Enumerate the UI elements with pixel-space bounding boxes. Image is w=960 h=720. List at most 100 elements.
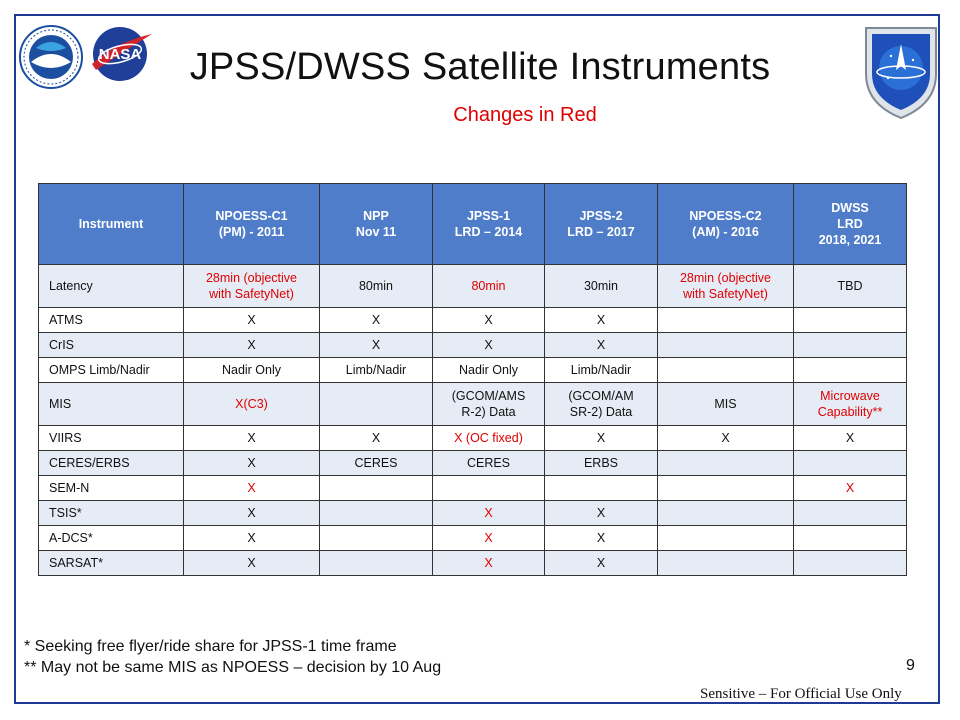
table-cell: X (433, 333, 545, 358)
cell-text: Nadir Only (188, 362, 315, 378)
table-row: CERES/ERBS X CERES CERES ERBS (39, 451, 907, 476)
table-cell (320, 501, 433, 526)
table-cell: X (184, 426, 320, 451)
table-cell: X (184, 476, 320, 501)
cell-text: X (188, 480, 315, 496)
cell-text: X (324, 430, 428, 446)
cell-text: X(C3) (188, 396, 315, 412)
footnote: ** May not be same MIS as NPOESS – decis… (24, 657, 441, 678)
cell-text: X (188, 455, 315, 471)
table-cell: Nadir Only (184, 358, 320, 383)
table-cell: X (320, 308, 433, 333)
column-header: Instrument (39, 184, 184, 265)
cell-text: X (549, 555, 653, 571)
table-cell (794, 358, 907, 383)
table-cell (794, 526, 907, 551)
instrument-name: CERES/ERBS (39, 451, 184, 476)
cell-text: X (437, 312, 540, 328)
table-cell: X (545, 526, 658, 551)
column-header-line: NPP (324, 208, 428, 224)
table-cell (658, 308, 794, 333)
column-header-line: DWSS (798, 200, 902, 216)
column-header-line: NPOESS-C2 (662, 208, 789, 224)
table-row: VIIRS X X X (OC fixed) X X X (39, 426, 907, 451)
table-cell (658, 551, 794, 576)
cell-text: Capability** (798, 404, 902, 420)
table-cell: Nadir Only (433, 358, 545, 383)
table-cell (320, 551, 433, 576)
table-cell (794, 501, 907, 526)
table-cell: X(C3) (184, 383, 320, 426)
cell-text: 28min (objective (188, 270, 315, 286)
table-row: MIS X(C3) (GCOM/AMS R-2) Data (GCOM/AM SR-2) … (39, 383, 907, 426)
column-header-line: JPSS-2 (549, 208, 653, 224)
cell-text: 30min (549, 278, 653, 294)
table-cell (794, 308, 907, 333)
column-header-line: LRD – 2014 (437, 224, 540, 240)
table-cell: Limb/Nadir (545, 358, 658, 383)
column-header: NPP Nov 11 (320, 184, 433, 265)
cell-text: X (798, 480, 902, 496)
cell-text: X (437, 555, 540, 571)
table-cell: X (545, 426, 658, 451)
cell-text: X (549, 337, 653, 353)
cell-text: Microwave (798, 388, 902, 404)
instrument-name: OMPS Limb/Nadir (39, 358, 184, 383)
table-cell: 80min (433, 265, 545, 308)
column-header-line: Instrument (43, 216, 179, 232)
instrument-name: SARSAT* (39, 551, 184, 576)
column-header-line: NPOESS-C1 (188, 208, 315, 224)
table-cell: Limb/Nadir (320, 358, 433, 383)
cell-text: X (188, 505, 315, 521)
table-cell: X (433, 551, 545, 576)
table-cell: (GCOM/AM SR-2) Data (433, 383, 545, 426)
cell-text: X (662, 430, 789, 446)
column-header-line: 2018, 2021 (798, 232, 902, 248)
table-cell: X (545, 333, 658, 358)
column-header-line: LRD – 2017 (549, 224, 653, 240)
cell-text: ERBS (549, 455, 653, 471)
table-cell: X (320, 333, 433, 358)
cell-text: (GCOM/AMS (437, 388, 540, 404)
cell-text: Limb/Nadir (324, 362, 428, 378)
table-cell: X (433, 501, 545, 526)
table-cell: X (OC fixed) (433, 426, 545, 451)
table-cell (433, 476, 545, 501)
cell-text: R-2) Data (437, 404, 540, 420)
table-cell: X (658, 426, 794, 451)
cell-text: X (188, 337, 315, 353)
page-number: 9 (906, 657, 915, 675)
cell-text: CERES (437, 455, 540, 471)
table-cell: CERES (433, 451, 545, 476)
table-cell: X (184, 551, 320, 576)
table-cell: 28min (objective with SafetyNet) (658, 265, 794, 308)
table-row: CrIS X X X X (39, 333, 907, 358)
cell-text: X (437, 530, 540, 546)
table-cell (658, 333, 794, 358)
table-cell: X (433, 526, 545, 551)
cell-text: TBD (798, 278, 902, 294)
page-title: JPSS/DWSS Satellite Instruments (0, 46, 960, 89)
table-cell: X (184, 451, 320, 476)
column-header: NPOESS-C1 (PM) - 2011 (184, 184, 320, 265)
instrument-name: ATMS (39, 308, 184, 333)
table-cell: X (794, 426, 907, 451)
column-header-line: (AM) - 2016 (662, 224, 789, 240)
table-cell: X (545, 551, 658, 576)
column-header: JPSS-2 LRD – 2017 (545, 184, 658, 265)
table-cell (658, 501, 794, 526)
cell-text: X (549, 530, 653, 546)
table-row: ATMS X X X X (39, 308, 907, 333)
cell-text: X (188, 530, 315, 546)
table-cell: CERES (320, 451, 433, 476)
column-header-line: Nov 11 (324, 224, 428, 240)
cell-text: X (324, 312, 428, 328)
table-cell (320, 383, 433, 426)
cell-text: X (188, 555, 315, 571)
table-cell: Microwave Capability** (794, 383, 907, 426)
cell-text: Nadir Only (437, 362, 540, 378)
table-row: Latency 28min (objective with SafetyNet) 80… (39, 265, 907, 308)
cell-text: MIS (662, 396, 789, 412)
cell-text: 80min (324, 278, 428, 294)
column-header-line: (PM) - 2011 (188, 224, 315, 240)
